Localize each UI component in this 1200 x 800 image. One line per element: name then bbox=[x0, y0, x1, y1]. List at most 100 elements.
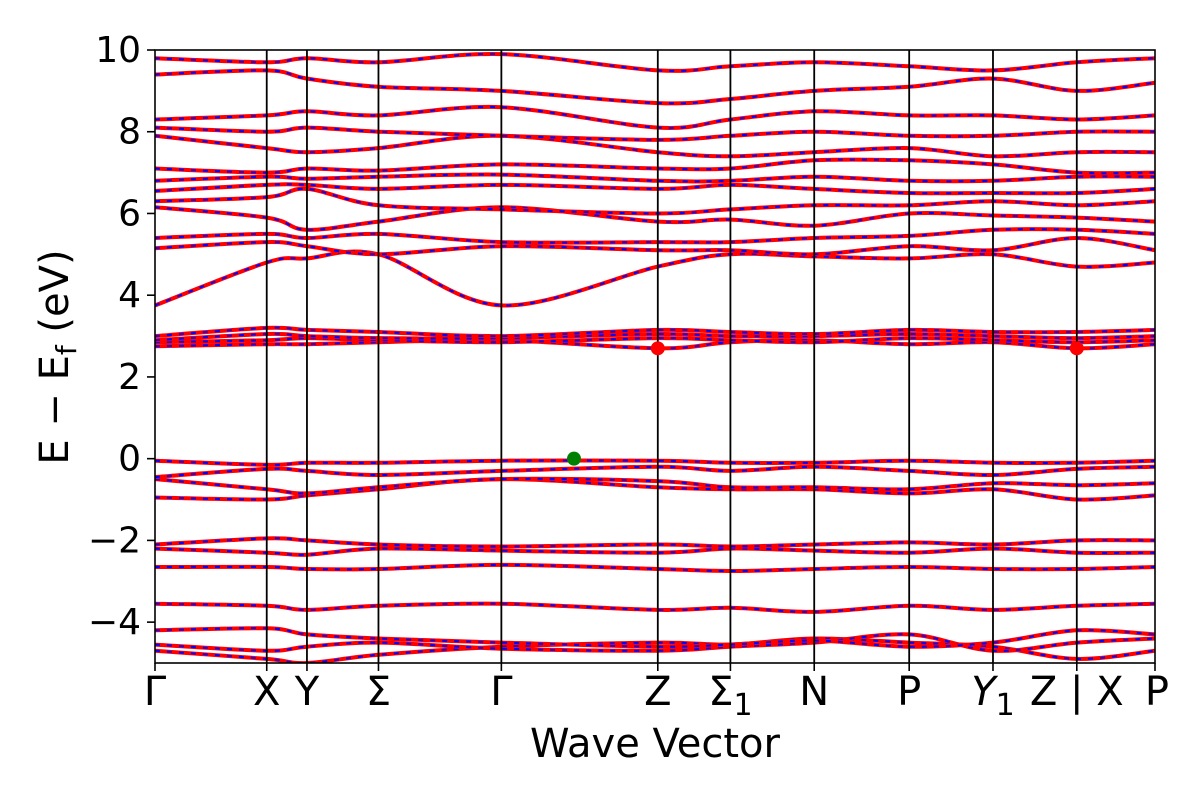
band-line-blue bbox=[155, 206, 1155, 231]
band-line-5 bbox=[155, 546, 1155, 557]
y-axis-label-subscript: f bbox=[50, 344, 83, 355]
kpoint-label: Z | X bbox=[1030, 669, 1124, 715]
kpoint-label: P bbox=[897, 669, 921, 715]
band-line-red bbox=[155, 536, 1155, 549]
cbm-marker bbox=[650, 341, 665, 356]
y-tick-label: −2 bbox=[88, 520, 141, 561]
band-line-21 bbox=[155, 172, 1155, 184]
kpoint-label: X bbox=[253, 669, 280, 715]
band-line-red bbox=[155, 205, 1155, 232]
band-line-red bbox=[155, 249, 1155, 308]
band-line-red bbox=[155, 458, 1155, 467]
band-line-blue bbox=[155, 563, 1155, 573]
band-line-blue bbox=[155, 326, 1155, 338]
y-tick-label: 4 bbox=[118, 275, 141, 316]
y-tick-label: 0 bbox=[118, 439, 141, 480]
band-line-red bbox=[155, 601, 1155, 614]
y-axis-label: E − Ef (eV) bbox=[32, 249, 83, 464]
vbm-marker bbox=[566, 451, 581, 466]
x-axis-label: Wave Vector bbox=[530, 721, 781, 767]
band-line-red bbox=[155, 172, 1155, 184]
band-edge-markers bbox=[566, 341, 1084, 466]
band-line-12 bbox=[155, 336, 1155, 345]
y-tick-label: 10 bbox=[95, 30, 141, 71]
band-line-blue bbox=[155, 332, 1155, 342]
band-line-9 bbox=[155, 464, 1155, 480]
band-line-25 bbox=[155, 104, 1155, 130]
band-line-blue bbox=[155, 477, 1155, 495]
band-line-red bbox=[155, 336, 1155, 345]
band-line-6 bbox=[155, 536, 1155, 549]
band-line-red bbox=[155, 464, 1155, 480]
band-line-26 bbox=[155, 68, 1155, 106]
band-line-red bbox=[155, 125, 1155, 142]
band-line-blue bbox=[155, 337, 1155, 344]
band-line-blue bbox=[155, 547, 1155, 556]
band-line-27 bbox=[155, 51, 1155, 73]
kpoint-label-text: P bbox=[897, 669, 921, 715]
band-line-blue bbox=[155, 602, 1155, 613]
kpoint-label-text: Z bbox=[644, 669, 671, 715]
y-axis-label-main: E − E bbox=[32, 355, 78, 465]
y-tick-label: 2 bbox=[118, 357, 141, 398]
band-line-blue bbox=[155, 228, 1155, 244]
kpoint-label-text: X bbox=[253, 669, 280, 715]
y-axis-ticks: −4 −2 0 2 4 6 8 10 bbox=[88, 30, 155, 643]
bands-layer bbox=[155, 51, 1155, 663]
band-line-blue bbox=[155, 637, 1155, 663]
high-symmetry-lines bbox=[265, 50, 1078, 663]
cbm-marker bbox=[1069, 341, 1084, 356]
kpoint-label-text: Γ bbox=[144, 669, 167, 715]
band-line-24 bbox=[155, 125, 1155, 142]
kpoint-label-text: Γ bbox=[490, 669, 513, 715]
band-line-3 bbox=[155, 601, 1155, 614]
kpoint-label-text: P bbox=[1145, 669, 1169, 715]
band-line-red bbox=[155, 51, 1155, 73]
y-tick-label: 6 bbox=[118, 193, 141, 234]
band-line-red bbox=[155, 562, 1155, 574]
band-line-4 bbox=[155, 562, 1155, 574]
band-line-blue bbox=[155, 465, 1155, 479]
kpoint-label: Y1 bbox=[971, 669, 1015, 723]
band-line-blue bbox=[155, 173, 1155, 183]
band-line-blue bbox=[155, 69, 1155, 105]
band-line-blue bbox=[155, 183, 1155, 195]
kpoint-label-text: Σ bbox=[708, 669, 733, 715]
kpoint-label: Σ bbox=[366, 669, 391, 715]
band-line-blue bbox=[155, 459, 1155, 466]
band-line-blue bbox=[155, 126, 1155, 141]
kpoint-label: Γ bbox=[490, 669, 513, 715]
kpoint-label-text: N bbox=[799, 669, 829, 715]
kpoint-label-text: Y bbox=[971, 669, 999, 715]
kpoint-label-text: Σ bbox=[366, 669, 391, 715]
band-line-22 bbox=[155, 157, 1155, 176]
kpoint-label-subscript: 1 bbox=[734, 688, 753, 723]
band-line-blue bbox=[155, 338, 1155, 350]
band-line-10 bbox=[155, 458, 1155, 467]
band-line-blue bbox=[155, 537, 1155, 548]
band-line-red bbox=[155, 104, 1155, 130]
band-line-red bbox=[155, 68, 1155, 106]
band-line-blue bbox=[155, 627, 1155, 648]
kpoint-label-text: Y bbox=[294, 669, 320, 715]
band-line-red bbox=[155, 546, 1155, 557]
band-line-15 bbox=[155, 249, 1155, 308]
y-tick-label: 8 bbox=[118, 112, 141, 153]
band-line-blue bbox=[155, 478, 1155, 501]
band-line-red bbox=[155, 157, 1155, 176]
band-line-blue bbox=[155, 158, 1155, 175]
plot-frame bbox=[154, 49, 1156, 664]
kpoint-label: Y bbox=[294, 669, 320, 715]
kpoint-label: Z bbox=[644, 669, 671, 715]
y-axis-label-unit: (eV) bbox=[32, 249, 78, 345]
kpoint-label: P bbox=[1145, 669, 1169, 715]
kpoint-label: Σ1 bbox=[708, 669, 752, 723]
kpoint-label: Γ bbox=[144, 669, 167, 715]
kpoint-label-text: Z | X bbox=[1030, 669, 1124, 715]
band-line-18 bbox=[155, 205, 1155, 232]
kpoint-label-subscript: 1 bbox=[996, 688, 1015, 723]
kpoint-label: N bbox=[799, 669, 829, 715]
